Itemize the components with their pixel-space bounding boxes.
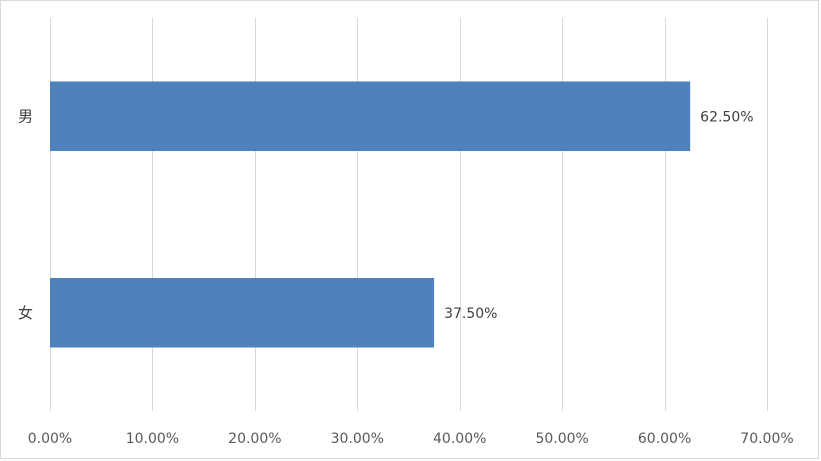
x-tick-label: 10.00% xyxy=(126,431,179,447)
gridlines xyxy=(50,18,768,411)
data-label: 37.50% xyxy=(444,306,497,322)
bar xyxy=(50,81,691,152)
y-axis-category-labels: 男女 xyxy=(18,107,33,322)
x-tick-label: 70.00% xyxy=(740,431,793,447)
category-label: 女 xyxy=(18,304,33,322)
bars xyxy=(50,81,691,348)
x-axis-tick-labels: 0.00% 10.00% 20.00% 30.00% 40.00% 50.00% 60.00… xyxy=(28,431,794,447)
category-label: 男 xyxy=(18,107,33,125)
bar xyxy=(50,277,435,348)
x-tick-label: 30.00% xyxy=(331,431,384,447)
x-tick-label: 20.00% xyxy=(228,431,281,447)
data-label: 62.50% xyxy=(700,109,753,125)
x-tick-label: 60.00% xyxy=(638,431,691,447)
data-labels: 62.50% 37.50% xyxy=(444,109,753,322)
x-tick-label: 0.00% xyxy=(28,431,72,447)
x-tick-label: 50.00% xyxy=(535,431,588,447)
x-tick-label: 40.00% xyxy=(433,431,486,447)
